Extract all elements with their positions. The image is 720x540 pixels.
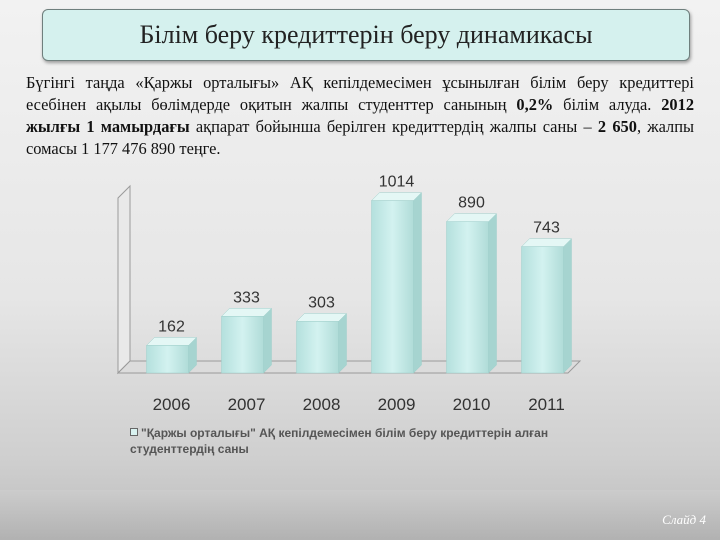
bar-side-face [263, 307, 272, 374]
bar-top-face [445, 213, 498, 222]
data-label-2008: 303 [308, 294, 335, 311]
bar-top-face [220, 308, 273, 317]
data-label-2010: 890 [458, 195, 485, 212]
bar-2007 [221, 316, 264, 374]
slide-number: Слайд 4 [662, 512, 706, 527]
data-label-2009: 1014 [379, 174, 415, 191]
bar-side-face [338, 312, 347, 374]
body-text-percent: 0,2% [516, 95, 554, 114]
bar-side-face [563, 238, 572, 374]
x-tick-label-2008: 2008 [303, 395, 341, 414]
x-tick-label-2009: 2009 [378, 395, 416, 414]
x-tick-label-2010: 2010 [453, 395, 491, 414]
chart-side-wall [117, 184, 131, 375]
bar-2010 [446, 221, 489, 374]
chart-legend: "Қаржы орталығы" АҚ кепілдемесімен білім… [130, 425, 600, 457]
bar-2011 [521, 246, 564, 374]
body-text-part: ақпарат бойынша берілген кредиттердің жа… [189, 117, 598, 136]
bar-top-face [145, 337, 198, 346]
data-label-2007: 333 [233, 289, 260, 306]
bar-side-face [413, 192, 422, 374]
x-tick-label-2011: 2011 [528, 395, 565, 414]
body-text-part: Бүгінгі таңда «Қаржы орталығы» АҚ кепілд… [26, 73, 694, 114]
x-tick-label-2006: 2006 [153, 395, 191, 414]
bar-2009 [371, 200, 414, 374]
data-label-2006: 162 [158, 318, 185, 335]
legend-label: "Қаржы орталығы" АҚ кепілдемесімен білім… [130, 426, 549, 456]
bar-top-face [520, 238, 573, 247]
bar-top-face [295, 313, 348, 322]
slide-title: Білім беру кредиттерін беру динамикасы [139, 20, 593, 49]
body-text-count: 2 650 [597, 117, 637, 136]
bar-top-face [370, 192, 423, 201]
slide-body-text: Бүгінгі таңда «Қаржы орталығы» АҚ кепілд… [26, 72, 694, 160]
data-label-2011: 743 [533, 220, 560, 237]
body-text-part: , жалпы сомасы 1 177 476 890 теңге. [26, 117, 694, 158]
bar-2008 [296, 321, 339, 374]
legend-swatch [130, 428, 138, 436]
bar-side-face [488, 213, 497, 374]
body-text-date: 2012 жылғы 1 мамырдағы [26, 95, 695, 136]
footer-band [0, 490, 720, 540]
slide-title-box: Білім беру кредиттерін беру динамикасы [42, 9, 690, 61]
bar-2006 [146, 345, 189, 374]
x-tick-label-2007: 2007 [228, 395, 266, 414]
body-text-part: білім алуда. [553, 95, 662, 114]
